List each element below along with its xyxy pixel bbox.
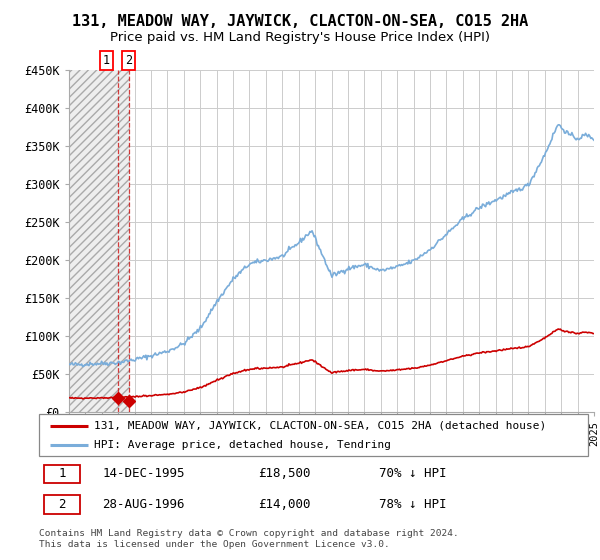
Text: 1: 1	[59, 468, 66, 480]
Text: £18,500: £18,500	[259, 468, 311, 480]
Text: 2: 2	[125, 54, 133, 67]
Text: Price paid vs. HM Land Registry's House Price Index (HPI): Price paid vs. HM Land Registry's House …	[110, 31, 490, 44]
Text: £14,000: £14,000	[259, 498, 311, 511]
Bar	[44, 465, 80, 483]
Text: 70% ↓ HPI: 70% ↓ HPI	[379, 468, 447, 480]
Text: Contains HM Land Registry data © Crown copyright and database right 2024.
This d: Contains HM Land Registry data © Crown c…	[39, 529, 459, 549]
Text: HPI: Average price, detached house, Tendring: HPI: Average price, detached house, Tend…	[94, 440, 391, 450]
Text: 131, MEADOW WAY, JAYWICK, CLACTON-ON-SEA, CO15 2HA (detached house): 131, MEADOW WAY, JAYWICK, CLACTON-ON-SEA…	[94, 421, 546, 431]
Text: 14-DEC-1995: 14-DEC-1995	[102, 468, 185, 480]
Text: 78% ↓ HPI: 78% ↓ HPI	[379, 498, 447, 511]
Text: 1: 1	[103, 54, 110, 67]
Text: 28-AUG-1996: 28-AUG-1996	[102, 498, 185, 511]
Text: 131, MEADOW WAY, JAYWICK, CLACTON-ON-SEA, CO15 2HA: 131, MEADOW WAY, JAYWICK, CLACTON-ON-SEA…	[72, 14, 528, 29]
Text: 2: 2	[59, 498, 66, 511]
Bar	[44, 496, 80, 514]
